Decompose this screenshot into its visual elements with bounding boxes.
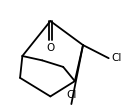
Text: O: O bbox=[46, 43, 54, 53]
Text: Cl: Cl bbox=[111, 53, 121, 63]
Text: Cl: Cl bbox=[66, 90, 77, 100]
